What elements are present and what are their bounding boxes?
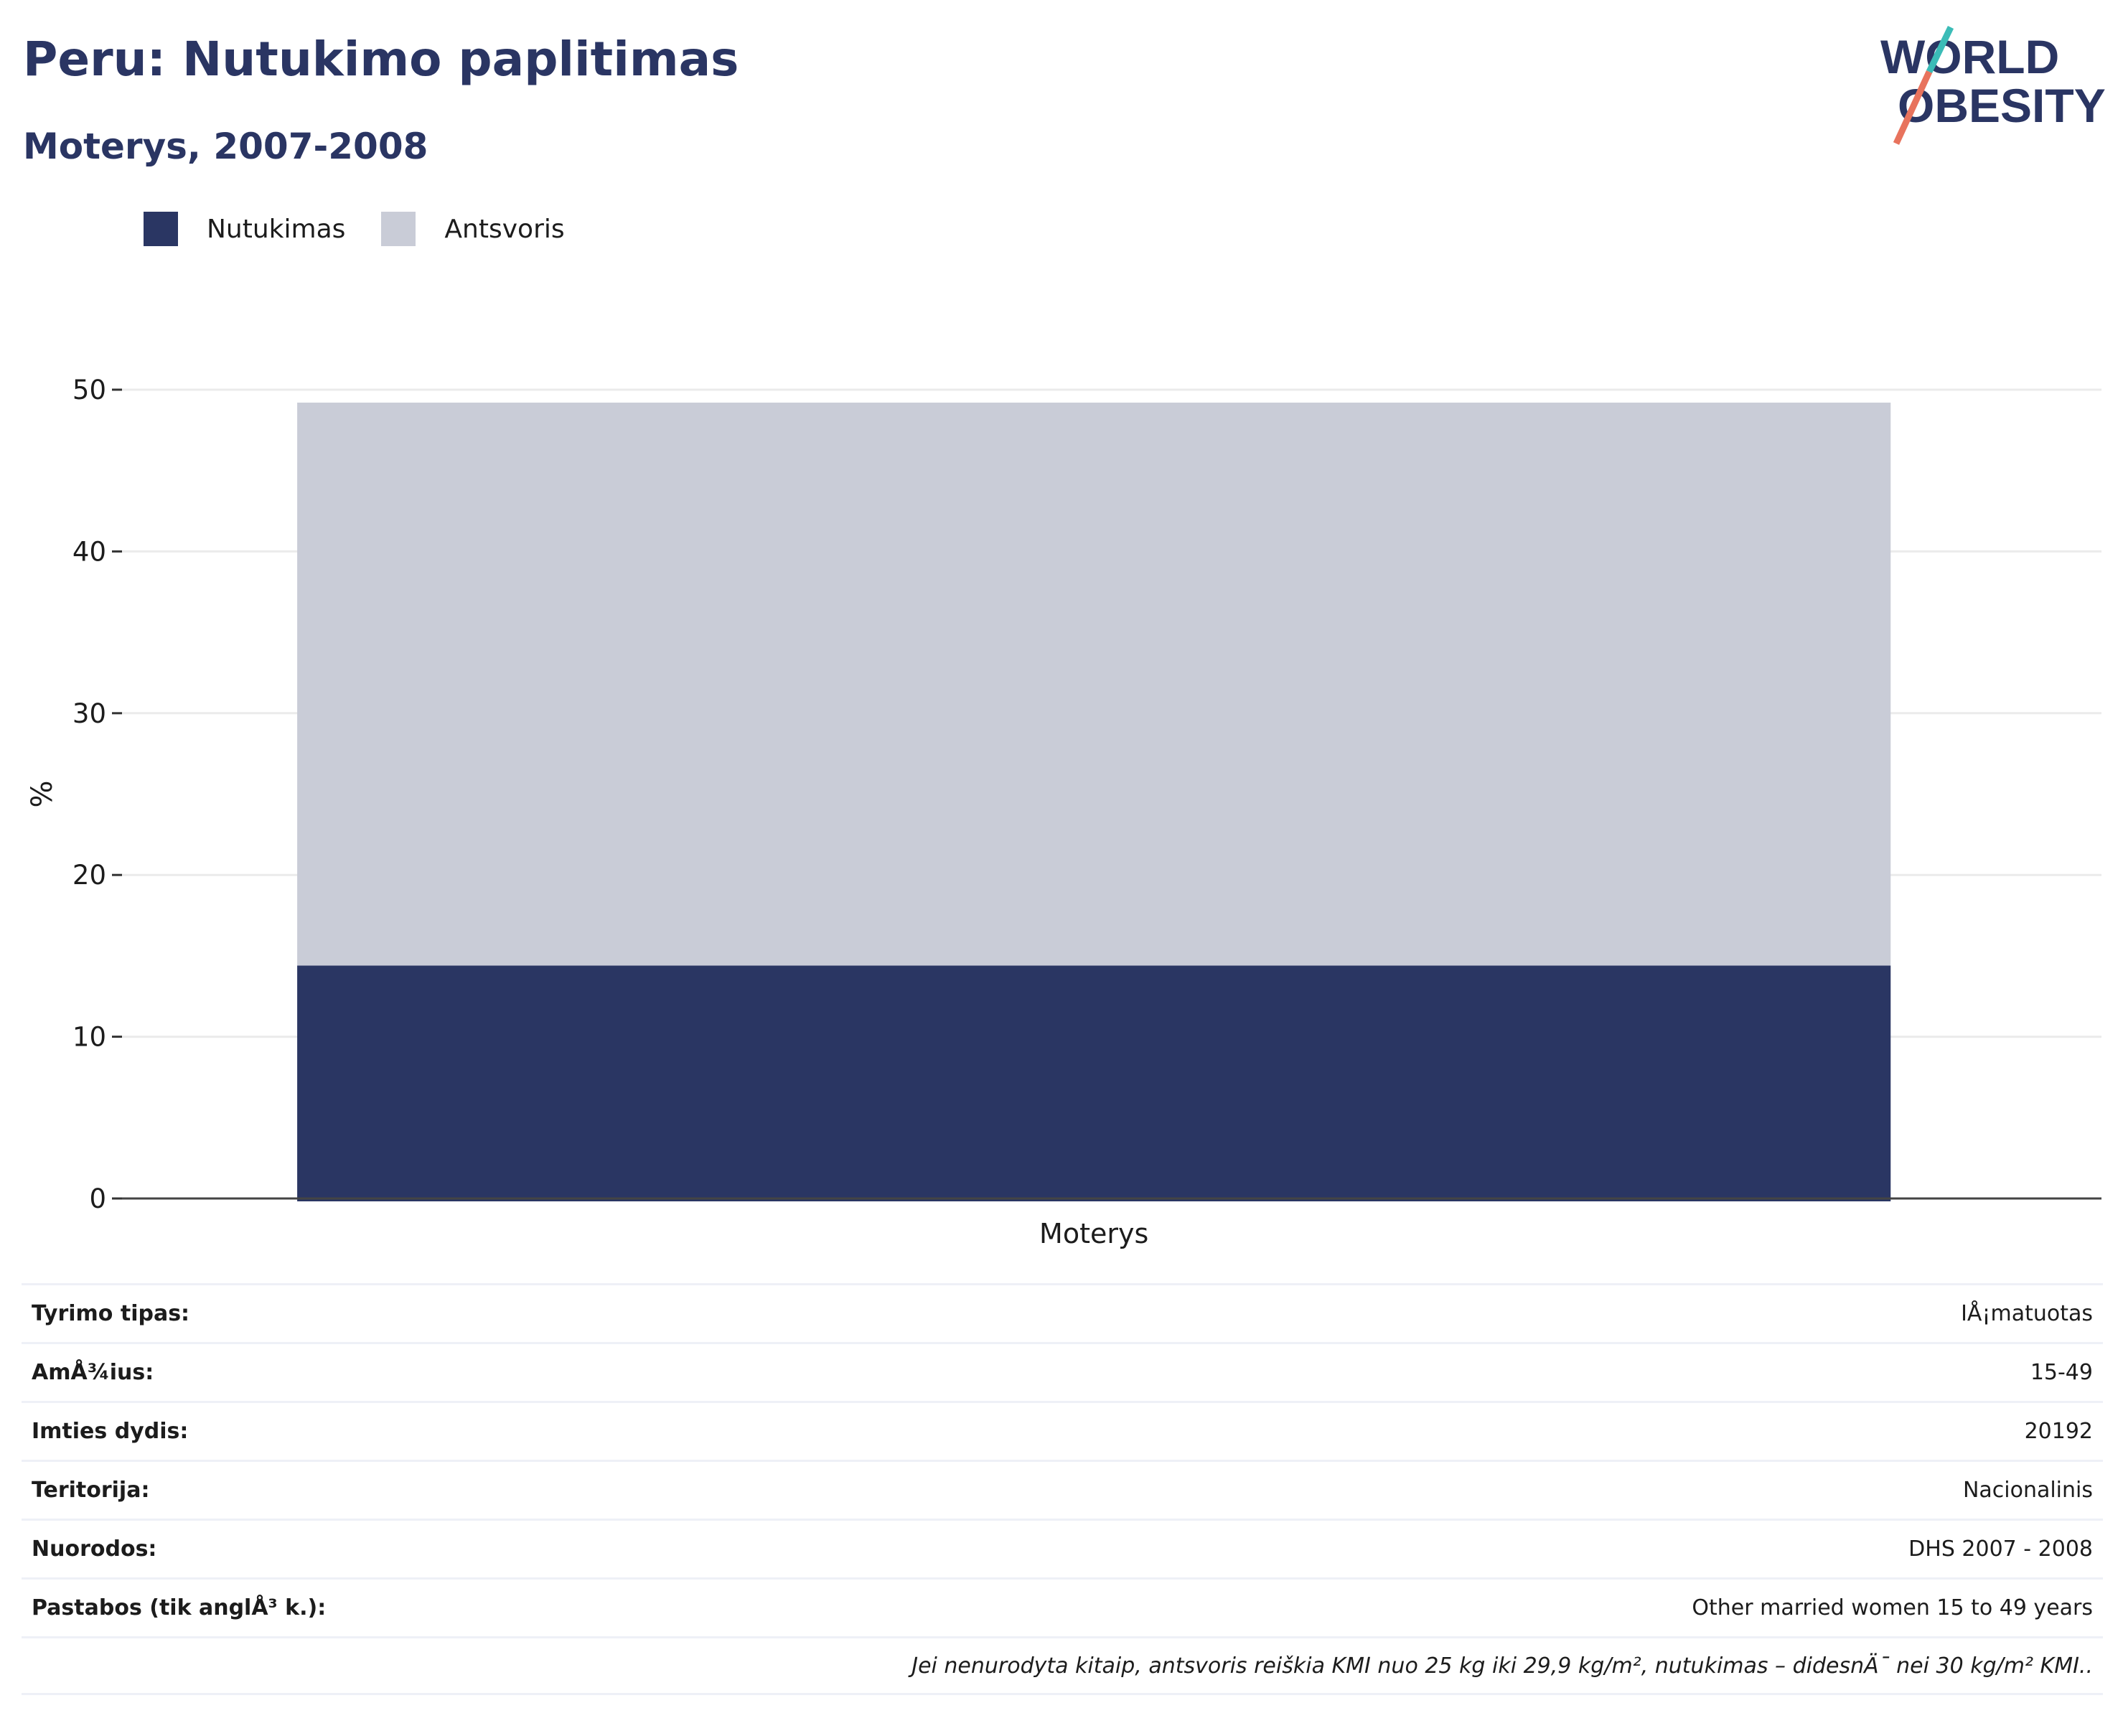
info-row-value: Nacionalinis bbox=[1962, 1478, 2093, 1503]
logo-slash-coral bbox=[1893, 70, 1933, 145]
x-tick-label: Moterys bbox=[1039, 1218, 1148, 1249]
bar-overweight bbox=[297, 403, 1891, 966]
logo-slash-teal bbox=[1926, 26, 1954, 73]
y-tick-label: 50 bbox=[72, 375, 106, 405]
logo-word-obesity: OBESITY bbox=[1898, 79, 2106, 132]
legend-item-overweight[interactable]: Antsvoris bbox=[381, 212, 565, 246]
info-row-value: 15-49 bbox=[2030, 1360, 2093, 1385]
info-row-label: Pastabos (tik anglÅ³ k.): bbox=[32, 1595, 327, 1620]
legend-label-obesity: Nutukimas bbox=[207, 214, 346, 244]
y-tick-label: 30 bbox=[72, 698, 106, 729]
info-row: AmÅ¾ius: 15-49 bbox=[22, 1342, 2103, 1401]
page-subtitle: Moterys, 2007-2008 bbox=[23, 126, 428, 167]
info-row-label: Tyrimo tipas: bbox=[32, 1301, 190, 1326]
legend-swatch-overweight bbox=[381, 212, 416, 246]
bar-chart: 0 10 20 30 40 50 Moterys% bbox=[26, 375, 2101, 1249]
info-row: Imties dydis: 20192 bbox=[22, 1401, 2103, 1460]
info-row: Nuorodos: DHS 2007 - 2008 bbox=[22, 1519, 2103, 1577]
info-row-value: 20192 bbox=[2024, 1419, 2093, 1444]
bar-obesity bbox=[297, 965, 1891, 1201]
y-tick-label: 40 bbox=[72, 536, 106, 567]
info-row-label: Teritorija: bbox=[32, 1478, 150, 1503]
y-tick-label: 10 bbox=[72, 1022, 106, 1053]
info-row: Teritorija: Nacionalinis bbox=[22, 1460, 2103, 1519]
chart-legend: Nutukimas Antsvoris bbox=[144, 212, 601, 246]
info-row-label: AmÅ¾ius: bbox=[32, 1360, 154, 1385]
info-row-value: Other married women 15 to 49 years bbox=[1692, 1595, 2093, 1620]
info-row-value: DHS 2007 - 2008 bbox=[1908, 1536, 2093, 1562]
info-table: Tyrimo tipas: IÅ¡matuotas AmÅ¾ius: 15-49 Imt… bbox=[22, 1283, 2103, 1695]
world-obesity-logo: WORLD OBESITY bbox=[1880, 26, 2106, 145]
info-row: Pastabos (tik anglÅ³ k.): Other married w… bbox=[22, 1577, 2103, 1636]
legend-item-obesity[interactable]: Nutukimas bbox=[144, 212, 345, 246]
info-row-label: Imties dydis: bbox=[32, 1419, 189, 1444]
y-axis-label: % bbox=[26, 780, 59, 807]
info-row-value: IÅ¡matuotas bbox=[1961, 1301, 2093, 1326]
logo-word-world: WORLD bbox=[1880, 30, 2059, 83]
legend-label-overweight: Antsvoris bbox=[444, 214, 565, 244]
page-title: Peru: Nutukimo paplitimas bbox=[23, 32, 739, 87]
info-row: Tyrimo tipas: IÅ¡matuotas bbox=[22, 1283, 2103, 1342]
info-row-label: Nuorodos: bbox=[32, 1536, 157, 1562]
legend-swatch-obesity bbox=[144, 212, 178, 246]
y-tick-label: 0 bbox=[89, 1183, 106, 1214]
footnote: Jei nenurodyta kitaip, antsvoris reiškia… bbox=[22, 1636, 2103, 1695]
y-tick-label: 20 bbox=[72, 860, 106, 891]
